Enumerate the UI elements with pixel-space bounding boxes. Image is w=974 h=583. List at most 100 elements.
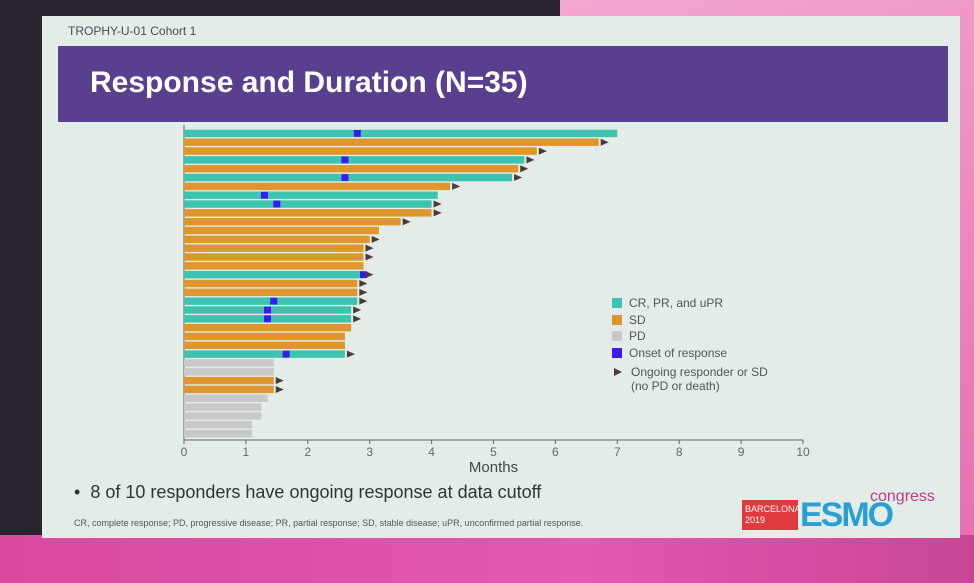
x-axis-label: Months <box>469 459 518 476</box>
legend-item-response: CR, PR, and uPR <box>610 296 768 313</box>
x-tick-label: 1 <box>243 445 250 459</box>
bar-SD <box>184 332 345 341</box>
onset-marker <box>341 156 349 164</box>
ongoing-arrow <box>514 174 523 182</box>
bar-PD <box>184 368 274 376</box>
legend-label: CR, PR, and uPR <box>629 296 724 310</box>
ongoing-arrow <box>346 350 355 358</box>
bar-SD <box>184 385 274 394</box>
study-tag: TROPHY-U-01 Cohort 1 <box>68 24 197 38</box>
bar-SD <box>184 138 599 146</box>
x-tick-label: 5 <box>490 445 497 459</box>
x-tick-label: 4 <box>428 445 435 459</box>
ongoing-arrow <box>433 209 442 217</box>
ongoing-arrow <box>526 156 535 164</box>
background-bottom <box>0 535 974 583</box>
ongoing-arrow <box>359 280 368 287</box>
legend-label: Ongoing responder or SD <box>631 365 768 379</box>
bar-SD <box>184 165 519 173</box>
onset-marker <box>260 191 268 199</box>
bar-SD <box>184 279 358 288</box>
bullet-text: 8 of 10 responders have ongoing response… <box>90 482 542 502</box>
bar-SD <box>184 182 451 191</box>
bar-SD <box>184 323 352 332</box>
legend-label-sub: (no PD or death) <box>631 379 720 393</box>
legend-label: SD <box>629 312 646 327</box>
bar-SD <box>184 376 274 385</box>
ongoing-arrow-icon <box>614 368 622 376</box>
bar-SD <box>184 235 370 244</box>
bar-SD <box>184 147 537 155</box>
legend-item-pd: PD <box>610 329 768 346</box>
ongoing-arrow <box>600 138 609 146</box>
bar-SD <box>184 288 358 297</box>
legend-item-onset: Onset of response <box>610 346 768 363</box>
bar-response <box>184 156 525 164</box>
bar-SD <box>184 253 364 261</box>
ongoing-arrow <box>402 218 411 226</box>
ongoing-arrow <box>433 200 442 208</box>
logo-esmo: ESMO <box>800 496 894 534</box>
legend: CR, PR, and uPR SD PD Onset of response … <box>610 296 768 393</box>
x-tick-label: 6 <box>552 445 559 459</box>
legend-swatch <box>612 331 622 341</box>
bar-response <box>184 129 618 138</box>
bar-response <box>184 350 345 358</box>
bar-SD <box>184 244 364 252</box>
ongoing-arrow <box>275 385 284 393</box>
legend-label: Onset of response <box>629 345 728 360</box>
bar-SD <box>184 217 401 226</box>
footnote: CR, complete response; PD, progressive d… <box>74 518 584 528</box>
ongoing-arrow <box>365 253 374 261</box>
legend-swatch <box>612 347 622 358</box>
legend-label: PD <box>629 329 646 343</box>
bar-SD <box>184 209 432 217</box>
swimmer-plot: 0 1 2 3 4 5 6 7 8 9 10 Months <box>181 125 810 476</box>
legend-item-ongoing: Ongoing responder or SD (no PD or death) <box>610 365 768 393</box>
x-tick-label: 3 <box>366 445 373 459</box>
slide: TROPHY-U-01 Cohort 1 Response and Durati… <box>42 16 960 538</box>
onset-marker <box>264 306 272 314</box>
bar-SD <box>184 341 345 350</box>
ongoing-arrow <box>452 182 461 190</box>
bar-response <box>184 200 432 208</box>
onset-marker <box>353 130 361 137</box>
x-tick-label: 9 <box>738 445 745 459</box>
ongoing-arrow <box>371 235 380 243</box>
onset-marker <box>360 271 368 279</box>
x-tick-label: 2 <box>304 445 311 459</box>
logo-city-box: BARCELONA 2019 <box>742 500 801 530</box>
onset-marker <box>270 297 278 305</box>
bar-PD <box>184 412 262 420</box>
logo-congress: congress <box>870 488 935 505</box>
bar-response <box>184 191 438 199</box>
bar-SD <box>184 262 364 270</box>
ongoing-arrow <box>353 306 362 314</box>
legend-swatch <box>612 314 622 325</box>
title-band: Response and Duration (N=35) <box>58 46 948 122</box>
ongoing-arrow <box>275 377 284 385</box>
ongoing-arrow <box>365 271 374 279</box>
ongoing-arrow <box>359 288 368 296</box>
bar-SD <box>184 226 379 235</box>
onset-marker <box>341 174 349 181</box>
onset-marker <box>282 350 290 358</box>
onset-marker <box>264 315 272 323</box>
bar-PD <box>184 421 253 429</box>
x-tick-label: 7 <box>614 445 621 459</box>
legend-swatch <box>612 298 622 308</box>
x-tick-label: 0 <box>181 445 188 459</box>
onset-marker <box>273 200 281 208</box>
ongoing-arrow <box>520 165 529 173</box>
bar-PD <box>184 359 274 367</box>
ongoing-arrow <box>359 297 368 305</box>
ongoing-arrow <box>353 315 362 323</box>
bullet-point: • 8 of 10 responders have ongoing respon… <box>74 482 542 502</box>
x-tick-label: 10 <box>796 445 810 459</box>
bar-PD <box>184 403 262 411</box>
esmo-logo: BARCELONA 2019 ESMO congress <box>742 488 942 534</box>
bar-PD <box>184 394 268 402</box>
bar-PD <box>184 429 253 438</box>
ongoing-arrow <box>365 244 374 252</box>
legend-item-sd: SD <box>610 313 768 330</box>
